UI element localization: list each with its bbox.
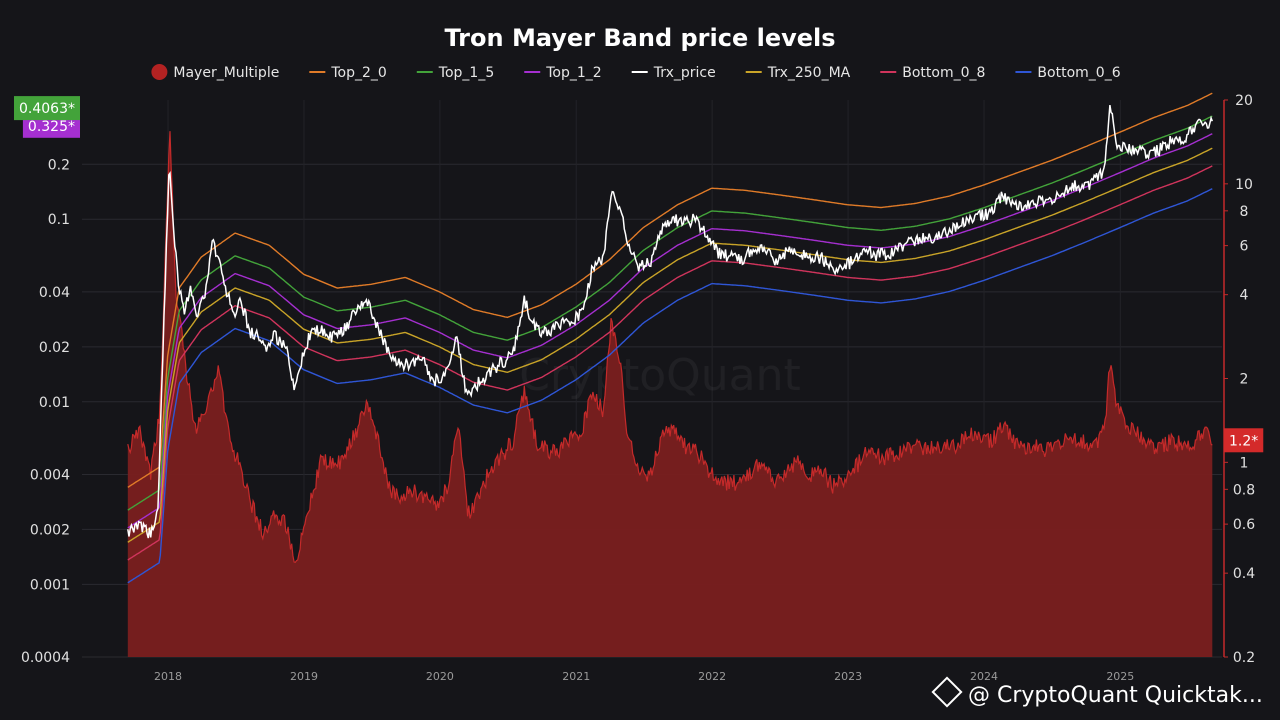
band-bottom-0-6 — [127, 188, 1213, 584]
legend-entry-bottom-0-6[interactable]: Bottom_0_6 — [1015, 65, 1121, 81]
credit: @ CryptoQuant Quicktak... — [931, 676, 1263, 708]
x-tick-label: 2019 — [290, 670, 318, 683]
cryptoquant-logo-icon — [931, 676, 963, 708]
value-badge-label: 0.325* — [28, 119, 75, 135]
watermark: CryptoQuant — [519, 350, 801, 401]
mayer-multiple-area — [127, 131, 1213, 658]
y-left-tick-label: 0.004 — [30, 467, 70, 483]
trx-250-ma-line — [127, 147, 1213, 543]
legend-label: Trx_price — [653, 65, 716, 81]
x-tick-label: 2018 — [154, 670, 182, 683]
legend-label: Mayer_Multiple — [173, 65, 279, 81]
value-badge-box — [1224, 428, 1264, 453]
legend-entry-top-2-0[interactable]: Top_2_0 — [309, 65, 387, 81]
y-right-tick-label: 6 — [1240, 239, 1249, 255]
legend-entry-top-1-5[interactable]: Top_1_5 — [416, 65, 494, 81]
credit-text: @ CryptoQuant Quicktak... — [968, 683, 1263, 708]
legend-entry-bottom-0-8[interactable]: Bottom_0_8 — [880, 65, 985, 81]
y-right-tick-label: 2 — [1240, 372, 1249, 388]
y-right-tick-label: 10 — [1235, 177, 1253, 193]
legend-label: Bottom_0_8 — [902, 65, 985, 81]
y-left-tick-label: 0.1 — [48, 212, 70, 228]
legend-label: Top_1_2 — [545, 65, 601, 81]
legend-entry-top-1-2[interactable]: Top_1_2 — [524, 65, 602, 81]
y-left-tick-label: 0.02 — [39, 340, 70, 356]
band-top-1-2 — [127, 133, 1213, 529]
y-right-tick-label: 20 — [1235, 93, 1253, 109]
legend-entry-mayer-multiple[interactable]: Mayer_Multiple — [151, 64, 279, 81]
band-top-2-0 — [127, 92, 1213, 488]
y-right-tick-label: 0.4 — [1233, 566, 1255, 582]
y-right-tick-label: 4 — [1240, 288, 1249, 304]
x-tick-label: 2025 — [1106, 670, 1134, 683]
value-badge-label: 1.2* — [1229, 433, 1258, 449]
axes: 0.0004 0.001 0.002 0.004 0.01 0.02 0.04 0.1 0.2 0… — [21, 93, 1255, 683]
y-right-tick-label: 0.8 — [1233, 482, 1255, 498]
y-left-tick-label: 0.002 — [30, 522, 70, 538]
x-tick-label: 2021 — [562, 670, 590, 683]
legend-label: Top_2_0 — [330, 65, 386, 81]
value-badge-top-1-5: 0.4063* — [14, 96, 80, 121]
y-left-tick-label: 0.2 — [48, 157, 70, 173]
legend-label: Bottom_0_6 — [1037, 65, 1120, 81]
trx-price-line — [127, 104, 1214, 539]
value-badge-mayer-multiple: 1.2* — [1224, 428, 1264, 453]
legend: Mayer_Multiple Top_2_0 Top_1_5 Top_1_2 Trx_p… — [151, 64, 1121, 81]
band-bottom-0-8 — [127, 165, 1213, 561]
y-left-tick-label: 0.001 — [30, 577, 70, 593]
y-left-tick-label: 0.01 — [39, 395, 70, 411]
y-right-tick-label: 0.6 — [1233, 517, 1255, 533]
band-top-1-5 — [127, 115, 1213, 511]
chart-title: Tron Mayer Band price levels — [444, 24, 835, 52]
legend-entry-trx-price[interactable]: Trx_price — [631, 65, 716, 81]
x-tick-label: 2020 — [426, 670, 454, 683]
y-right-tick-label: 8 — [1240, 204, 1249, 220]
value-badge-label: 0.4063* — [19, 101, 75, 117]
legend-label: Top_1_5 — [438, 65, 494, 81]
plot-area — [127, 92, 1214, 658]
legend-entry-trx-250-ma[interactable]: Trx_250_MA — [745, 65, 851, 81]
x-tick-label: 2024 — [970, 670, 998, 683]
x-tick-label: 2023 — [834, 670, 862, 683]
y-right-tick-label: 1 — [1240, 455, 1249, 471]
value-badge-box — [14, 96, 80, 121]
y-left-tick-label: 0.0004 — [21, 650, 70, 666]
x-tick-label: 2022 — [698, 670, 726, 683]
value-badges: 0.325* 1.2* 0.4063* — [14, 96, 1264, 453]
legend-marker — [151, 64, 168, 80]
y-left-tick-label: 0.04 — [39, 285, 70, 301]
legend-label: Trx_250_MA — [767, 65, 851, 81]
y-right-tick-label: 0.2 — [1233, 650, 1255, 666]
mayer-multiple-line — [127, 131, 1213, 563]
